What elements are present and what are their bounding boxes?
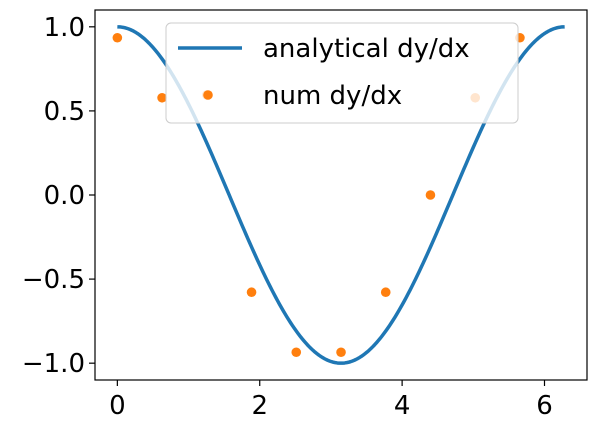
y-tick-label: 1.0 [44,13,85,43]
legend-label-analytical: analytical dy/dx [263,34,470,64]
num-series-point [336,347,346,357]
y-tick-label: 0.0 [44,181,85,211]
x-tick-label: 4 [394,391,411,421]
x-tick-label: 2 [251,391,268,421]
x-tick-label: 6 [536,391,553,421]
num-series-point [247,287,257,297]
x-tick-label: 0 [109,391,126,421]
num-series-point [381,287,391,297]
num-series-point [426,190,436,200]
num-series-point [113,33,123,43]
y-tick-label: 0.5 [44,97,85,127]
legend-point-marker [203,90,213,100]
y-tick-label: −1.0 [22,349,85,379]
num-series-point [157,93,167,103]
legend-label-num: num dy/dx [263,81,402,111]
y-tick-label: −0.5 [22,265,85,295]
num-series-point [291,347,301,357]
legend: analytical dy/dx num dy/dx [166,23,518,123]
